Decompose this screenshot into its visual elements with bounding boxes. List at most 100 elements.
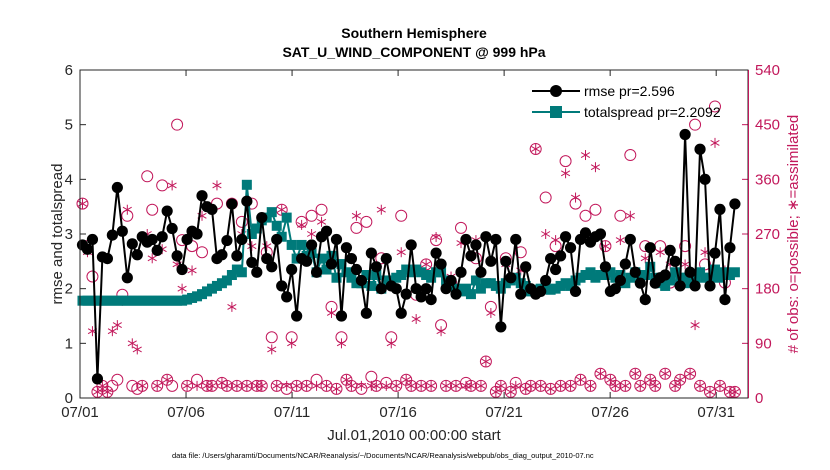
totalspread-point [729, 267, 740, 278]
rmse-point [435, 258, 447, 270]
totalspread-point [241, 179, 252, 190]
obs-possible-point [171, 118, 184, 131]
rmse-point [131, 249, 143, 261]
obs-assimilated-point [695, 380, 705, 391]
obs-assimilated-point [212, 180, 222, 191]
obs-assimilated-point [675, 374, 685, 385]
totalspread-point [695, 267, 706, 278]
obs-possible-point [395, 209, 408, 222]
totalspread-point [685, 278, 696, 289]
obs-assimilated-point [396, 247, 406, 258]
rmse-point [101, 253, 113, 265]
rmse-point [281, 291, 293, 303]
obs-possible-point [529, 142, 542, 155]
totalspread-point [465, 289, 476, 300]
obs-possible-point [564, 379, 577, 392]
obs-assimilated-point [177, 283, 187, 294]
rmse-point [719, 294, 731, 306]
rmse-point [624, 233, 636, 246]
obs-possible-point [136, 379, 149, 392]
obs-possible-point [305, 209, 318, 222]
obs-possible-point [156, 179, 169, 192]
obs-possible-point [196, 246, 209, 259]
totalspread-point [246, 229, 257, 239]
rmse-point [286, 263, 298, 276]
rmse-point [505, 272, 517, 284]
obs-possible-point [230, 379, 243, 392]
rmse-point [709, 247, 721, 259]
rmse-point [345, 253, 358, 265]
obs-possible-point [559, 155, 572, 168]
obs-assimilated-point [431, 232, 441, 243]
rmse-point [116, 225, 128, 237]
obs-assimilated-point [585, 380, 596, 391]
obs-assimilated-point [152, 380, 162, 391]
obs-assimilated-point [227, 301, 237, 312]
legend-rmse-marker [550, 85, 562, 97]
rmse-point [425, 294, 437, 306]
obs-possible-point [220, 379, 233, 392]
totalspread-point [276, 231, 287, 242]
obs-assimilated-point [302, 380, 312, 391]
obs-possible-point [504, 385, 517, 398]
rmse-point [629, 266, 641, 278]
rmse-point [594, 228, 607, 240]
y-left-tick-label: 2 [65, 281, 73, 298]
obs-possible-point [440, 379, 453, 392]
rmse-point [161, 205, 173, 217]
obs-possible-point [584, 379, 597, 392]
rmse-point [515, 288, 527, 300]
obs-assimilated-point [645, 374, 655, 385]
obs-possible-point [524, 379, 537, 392]
obs-possible-point [235, 215, 248, 228]
rmse-point [684, 266, 696, 278]
obs-assimilated-point [316, 216, 327, 227]
obs-assimilated-point [137, 380, 147, 391]
obs-assimilated-point [491, 386, 501, 397]
rmse-point [360, 307, 372, 319]
rmse-point [236, 233, 248, 246]
legend-spread-marker [550, 106, 562, 118]
rmse-point [694, 143, 706, 155]
rmse-point [305, 239, 318, 251]
obs-assimilated-point [262, 241, 272, 252]
rmse-point [465, 250, 477, 262]
totalspread-point [565, 280, 576, 291]
obs-possible-point [350, 221, 363, 234]
rmse-point [320, 225, 333, 237]
obs-possible-point [689, 118, 702, 131]
totalspread-point [426, 272, 437, 283]
obs-possible-point [554, 379, 567, 392]
totalspread-point [341, 267, 352, 278]
totalspread-point [396, 270, 407, 280]
totalspread-point [520, 280, 531, 291]
obs-possible-point [474, 379, 487, 392]
rmse-point [325, 258, 338, 270]
totalspread-point [475, 283, 486, 294]
obs-assimilated-point [222, 380, 232, 391]
obs-assimilated-point [102, 386, 112, 397]
obs-possible-point [704, 385, 717, 398]
rmse-point [535, 285, 547, 297]
rmse-point [540, 274, 552, 287]
obs-assimilated-point [287, 338, 297, 349]
totalspread-point [714, 272, 725, 283]
rmse-point [460, 233, 472, 246]
rmse-point [146, 233, 158, 246]
obs-possible-point [614, 209, 627, 222]
obs-possible-point [479, 355, 492, 368]
rmse-point [121, 272, 133, 284]
obs-possible-point [86, 270, 99, 283]
obs-assimilated-point [371, 380, 381, 391]
totalspread-point [286, 239, 297, 250]
totalspread-point [321, 264, 332, 275]
obs-assimilated-point [670, 380, 680, 391]
obs-assimilated-point [650, 380, 660, 391]
obs-possible-point [76, 197, 89, 210]
y-right-tick-label: 180 [755, 281, 780, 298]
obs-possible-point [659, 367, 672, 380]
obs-assimilated-point [715, 380, 725, 391]
obs-possible-point [708, 100, 721, 113]
x-tick-label: 07/31 [697, 404, 735, 421]
totalspread-point [665, 275, 676, 286]
